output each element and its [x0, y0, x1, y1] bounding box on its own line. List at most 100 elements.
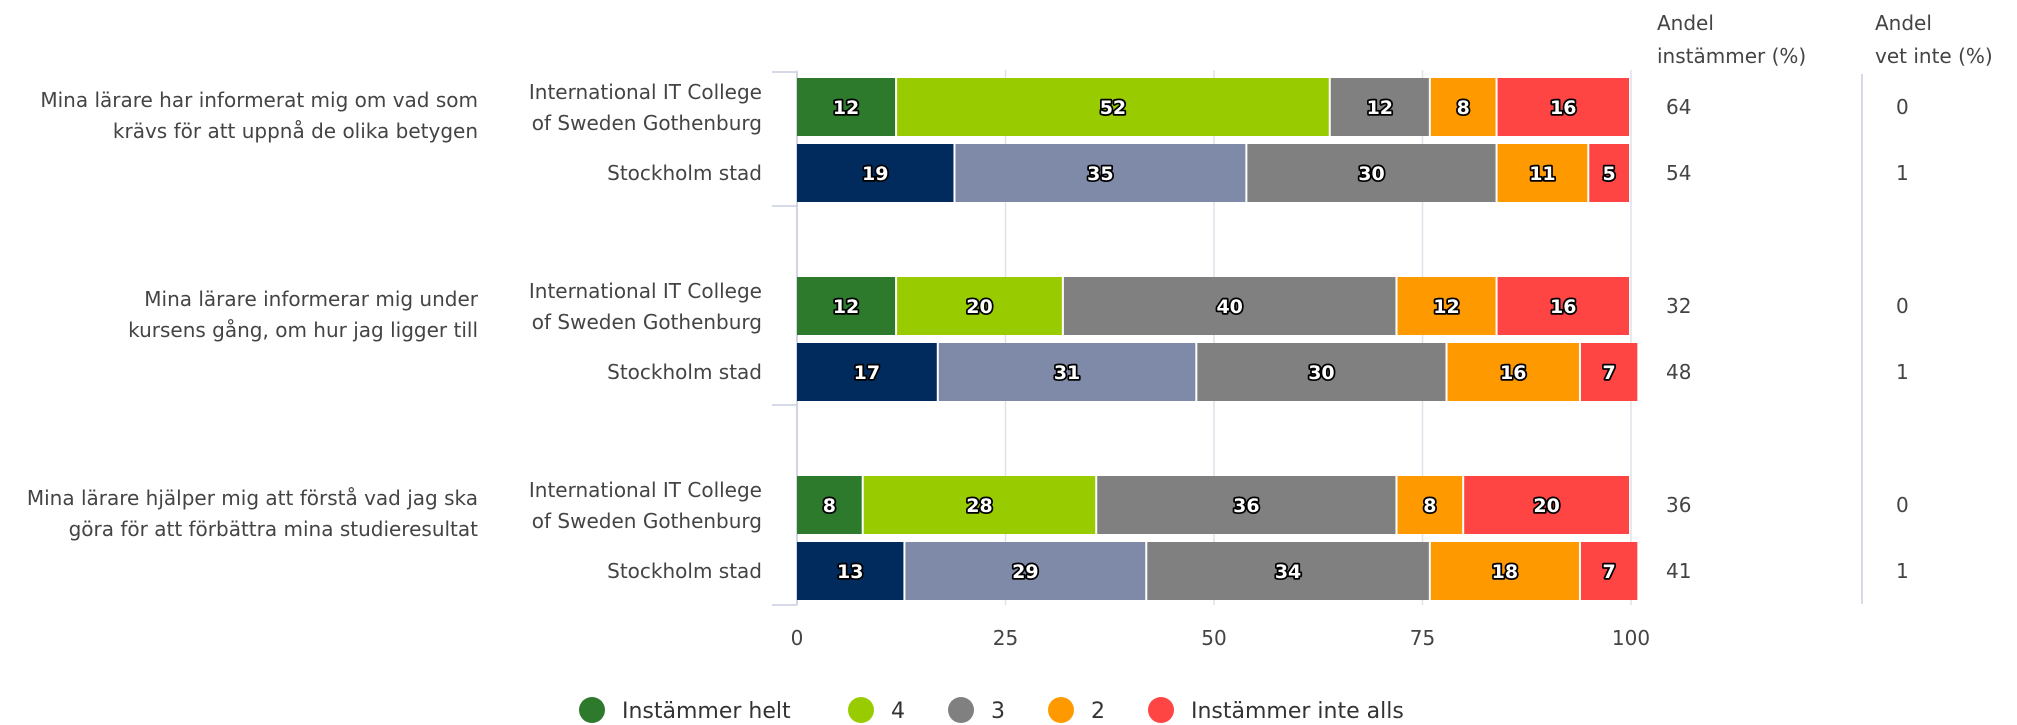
question-label: Mina lärare informerar mig under [144, 287, 479, 311]
bar-segment [1097, 476, 1396, 534]
bar-segment [1497, 78, 1629, 136]
bar-segment [1580, 343, 1638, 401]
dont-know-column-header: vet inte (%) [1875, 44, 1993, 68]
data-label: 20 [966, 296, 992, 318]
data-label: 52 [1100, 97, 1126, 119]
bar-segment [1397, 476, 1463, 534]
bar-segment [1197, 343, 1446, 401]
bar-segment [797, 542, 904, 600]
data-label: 13 [837, 561, 863, 583]
bar-segment [797, 78, 896, 136]
x-axis-ticks: 0 25 50 75 100 [791, 626, 1650, 650]
bar-segment [1247, 144, 1496, 202]
dont-know-value: 1 [1896, 360, 1909, 384]
bar-segment [1430, 542, 1579, 600]
data-label: 35 [1087, 163, 1113, 185]
legend-marker [848, 697, 874, 723]
bar-segment [897, 277, 1062, 335]
agree-value: 36 [1666, 493, 1691, 517]
agree-value: 54 [1666, 161, 1691, 185]
data-label: 12 [1433, 296, 1459, 318]
dont-know-value: 1 [1896, 559, 1909, 583]
dont-know-column-header: Andel [1875, 11, 1932, 35]
bar-segment [797, 476, 862, 534]
row-name: of Sweden Gothenburg [532, 310, 762, 334]
data-label: 28 [966, 495, 992, 517]
data-label: 36 [1233, 495, 1259, 517]
bar-segment [1464, 476, 1629, 534]
question-label: Mina lärare hjälper mig att förstå vad j… [27, 486, 478, 510]
data-label: 12 [833, 296, 859, 318]
question-label: göra för att förbättra mina studieresult… [69, 517, 479, 541]
bar-segment [1430, 78, 1496, 136]
agree-value: 64 [1666, 95, 1691, 119]
bar-segment [1497, 144, 1588, 202]
legend-marker [948, 697, 974, 723]
dont-know-value: 0 [1896, 294, 1909, 318]
data-label: 31 [1054, 362, 1080, 384]
legend-label: 4 [891, 699, 905, 724]
data-label: 7 [1603, 561, 1616, 583]
x-tick-label: 0 [791, 626, 804, 650]
data-label: 34 [1275, 561, 1301, 583]
data-label: 40 [1216, 296, 1242, 318]
dont-know-value: 1 [1896, 161, 1909, 185]
agree-value: 32 [1666, 294, 1691, 318]
bar-segment [905, 542, 1146, 600]
legend-label: Instämmer inte alls [1191, 699, 1404, 724]
data-label: 16 [1550, 97, 1576, 119]
row-name: of Sweden Gothenburg [532, 111, 762, 135]
agree-column-header: Andel [1657, 11, 1714, 35]
bar-segment [1063, 277, 1396, 335]
x-tick-label: 100 [1612, 626, 1650, 650]
bars: 12 52 12 8 16 19 35 30 11 5 12 20 40 12 16 17 31 30 16 7 8 28… [797, 78, 1638, 600]
data-label: 30 [1308, 362, 1334, 384]
agree-value: 41 [1666, 559, 1691, 583]
bar-segment [1447, 343, 1579, 401]
data-label: 30 [1358, 163, 1384, 185]
bar-segment [1580, 542, 1638, 600]
bar-segment [1330, 78, 1429, 136]
x-tick-label: 50 [1201, 626, 1226, 650]
question-label: krävs för att uppnå de olika betygen [113, 119, 478, 143]
row-name: International IT College [529, 80, 762, 104]
data-label: 20 [1533, 495, 1559, 517]
row-name: Stockholm stad [607, 161, 762, 185]
legend-marker [1148, 697, 1174, 723]
bar-segment [1589, 144, 1629, 202]
data-label: 17 [854, 362, 880, 384]
data-label: 5 [1603, 163, 1616, 185]
bar-segment [1497, 277, 1629, 335]
bar-segment [897, 78, 1329, 136]
question-label: kursens gång, om hur jag ligger till [128, 318, 478, 342]
data-label: 19 [862, 163, 888, 185]
data-label: 8 [1457, 97, 1470, 119]
dont-know-value: 0 [1896, 95, 1909, 119]
row-name: International IT College [529, 478, 762, 502]
legend-label: Instämmer helt [622, 699, 791, 724]
legend-marker [1048, 697, 1074, 723]
row-name: of Sweden Gothenburg [532, 509, 762, 533]
data-label: 11 [1529, 163, 1555, 185]
data-label: 18 [1492, 561, 1518, 583]
bar-segment [938, 343, 1196, 401]
bar-segment [1147, 542, 1429, 600]
bar-segment [797, 343, 937, 401]
agree-column-header: instämmer (%) [1657, 44, 1806, 68]
agree-value: 48 [1666, 360, 1691, 384]
row-name: Stockholm stad [607, 360, 762, 384]
data-label: 7 [1603, 362, 1616, 384]
legend: Instämmer helt 4 3 2 Instämmer inte alls [579, 697, 1404, 724]
summary-columns: Andel instämmer (%) Andel vet inte (%) 64 0 54… [1657, 11, 1993, 583]
data-label: 8 [1423, 495, 1436, 517]
data-label: 8 [823, 495, 836, 517]
dont-know-value: 0 [1896, 493, 1909, 517]
row-name: Stockholm stad [607, 559, 762, 583]
bar-segment [955, 144, 1246, 202]
data-label: 16 [1550, 296, 1576, 318]
legend-marker [579, 697, 605, 723]
bar-segment [797, 277, 896, 335]
data-label: 12 [1367, 97, 1393, 119]
bar-segment [863, 476, 1096, 534]
